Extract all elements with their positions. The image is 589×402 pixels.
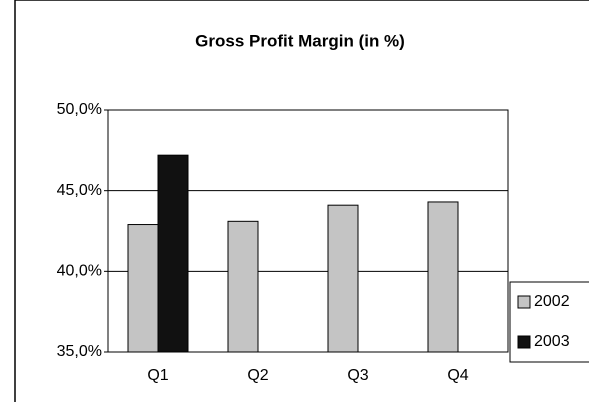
legend-label: 2003 [534,333,570,350]
x-tick-label: Q3 [347,367,368,384]
y-tick-label: 45,0% [57,182,102,199]
y-tick-label: 35,0% [57,343,102,360]
x-tick-label: Q1 [147,367,168,384]
y-tick-label: 50,0% [57,101,102,118]
chart-title: Gross Profit Margin (in %) [195,31,405,50]
legend-swatch [517,295,531,309]
legend-box [509,281,589,363]
bar [427,201,459,353]
y-tick-label: 40,0% [57,263,102,280]
bar [127,224,159,353]
bar [327,204,359,353]
legend-label: 2002 [534,293,570,310]
x-tick-label: Q4 [447,367,468,384]
bar [227,220,259,353]
legend-swatch [517,335,531,349]
bar [157,154,189,353]
x-tick-label: Q2 [247,367,268,384]
